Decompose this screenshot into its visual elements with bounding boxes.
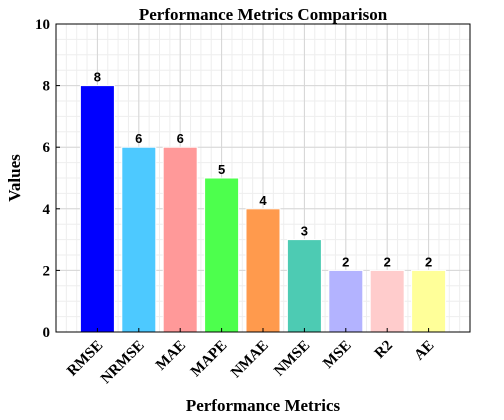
x-tick-label-mae: MAE [153,338,189,374]
x-tick-label-r2: R2 [372,338,396,362]
data-label-mae: 6 [177,131,184,146]
y-tick-label: 6 [43,140,51,156]
x-tick-label-nmae: NMAE [228,338,272,382]
y-tick-label: 10 [35,17,50,33]
data-label-nmse: 3 [301,224,308,239]
data-label-mse: 2 [342,254,349,269]
data-label-nmae: 4 [259,193,267,208]
data-label-nrmse: 6 [135,131,142,146]
bar-mse [328,269,364,333]
data-label-rmse: 8 [94,70,101,85]
data-label-mape: 5 [218,162,225,177]
bar-rmse [79,85,115,333]
bar-ae [411,269,447,333]
bar-mae [162,146,198,333]
bar-nmae [245,208,281,333]
y-tick-label: 0 [43,325,51,341]
x-tick-label-nrmse: NRMSE [98,338,148,388]
data-label-r2: 2 [384,254,391,269]
y-axis-label: Values [5,154,24,202]
data-labels: 8 6 6 5 4 3 2 2 2 [94,70,432,270]
bar-nrmse [121,146,157,333]
x-tick-label-mse: MSE [320,338,354,372]
x-tick-label-nmse: NMSE [271,338,313,380]
y-tick-label: 2 [43,263,51,279]
y-tick-label: 4 [43,202,51,218]
chart-title: Performance Metrics Comparison [139,5,388,24]
bar-mape [204,177,240,333]
bar-r2 [369,269,405,333]
bars [79,85,447,333]
bar-nmse [286,239,322,333]
x-tick-label-mape: MAPE [188,338,231,381]
x-axis-label: Performance Metrics [186,396,341,415]
y-axis-ticks: 0 2 4 6 8 10 [35,17,60,341]
x-tick-label-ae: AE [411,338,437,364]
data-label-ae: 2 [425,254,432,269]
y-tick-label: 8 [43,79,51,95]
